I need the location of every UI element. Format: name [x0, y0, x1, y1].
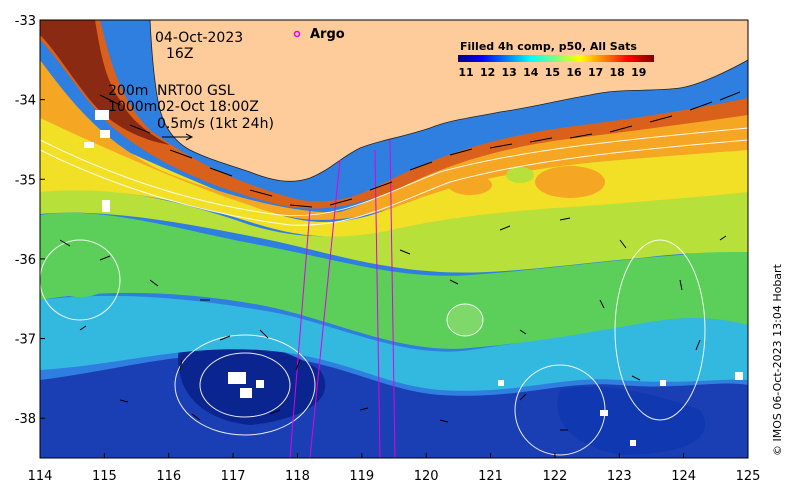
- legend-title: Filled 4h comp, p50, All Sats: [460, 40, 637, 53]
- lon-tick-label: 115: [92, 469, 117, 484]
- legend-tick-label: 16: [566, 66, 582, 79]
- vector-scale-arrow: [162, 133, 194, 141]
- lat-tick-label: -38: [15, 412, 36, 427]
- lon-tick-label: 125: [736, 469, 761, 484]
- lon-tick-label: 119: [349, 469, 374, 484]
- legend-tick-label: 12: [480, 66, 495, 79]
- legend-tick-label: 17: [588, 66, 603, 79]
- lat-tick-label: -35: [15, 173, 36, 188]
- lat-tick-label: -34: [15, 94, 36, 109]
- map-hour: 16Z: [166, 46, 193, 62]
- lon-tick-label: 123: [607, 469, 632, 484]
- legend-tick-label: 11: [458, 66, 473, 79]
- lon-tick-label: 114: [28, 469, 53, 484]
- lon-tick-label: 120: [414, 469, 439, 484]
- legend-tick-label: 18: [610, 66, 625, 79]
- lon-tick-label: 122: [542, 469, 567, 484]
- map-date: 04-Oct-2023: [155, 30, 243, 46]
- legend-tick-label: 15: [545, 66, 560, 79]
- lat-tick-label: -36: [15, 253, 36, 268]
- color-legend: Filled 4h comp, p50, All Sats 11 12 13 14 15…: [458, 40, 654, 79]
- product-label: NRT00 GSL: [157, 83, 235, 99]
- depth-200-label: 200m: [108, 83, 148, 99]
- argo-label: Argo: [310, 27, 345, 42]
- lon-tick-label: 121: [478, 469, 503, 484]
- lat-axis: -33 -34 -35 -36 -37 -38: [15, 14, 45, 427]
- lon-axis: 114 115 116 117 118 119 120 121 122 123 124 125: [28, 453, 761, 484]
- legend-tick-label: 13: [502, 66, 517, 79]
- credit-text: © IMOS 06-Oct-2023 13:04 Hobart: [771, 263, 784, 456]
- product-time-label: 02-Oct 18:00Z: [157, 99, 259, 115]
- legend-tick-label: 14: [523, 66, 539, 79]
- lat-tick-label: -37: [15, 333, 36, 348]
- lon-tick-label: 124: [671, 469, 696, 484]
- lon-tick-label: 116: [156, 469, 181, 484]
- argo-marker: [293, 30, 301, 38]
- vector-scale-label: 0.5m/s (1kt 24h): [157, 116, 274, 132]
- legend-tick-label: 19: [631, 66, 646, 79]
- plot-frame: [39, 19, 749, 459]
- lon-tick-label: 117: [221, 469, 246, 484]
- lat-tick-label: -33: [15, 14, 36, 29]
- legend-colorbar: [458, 55, 654, 62]
- lon-tick-label: 118: [285, 469, 310, 484]
- depth-1000-label: 1000m: [108, 99, 157, 115]
